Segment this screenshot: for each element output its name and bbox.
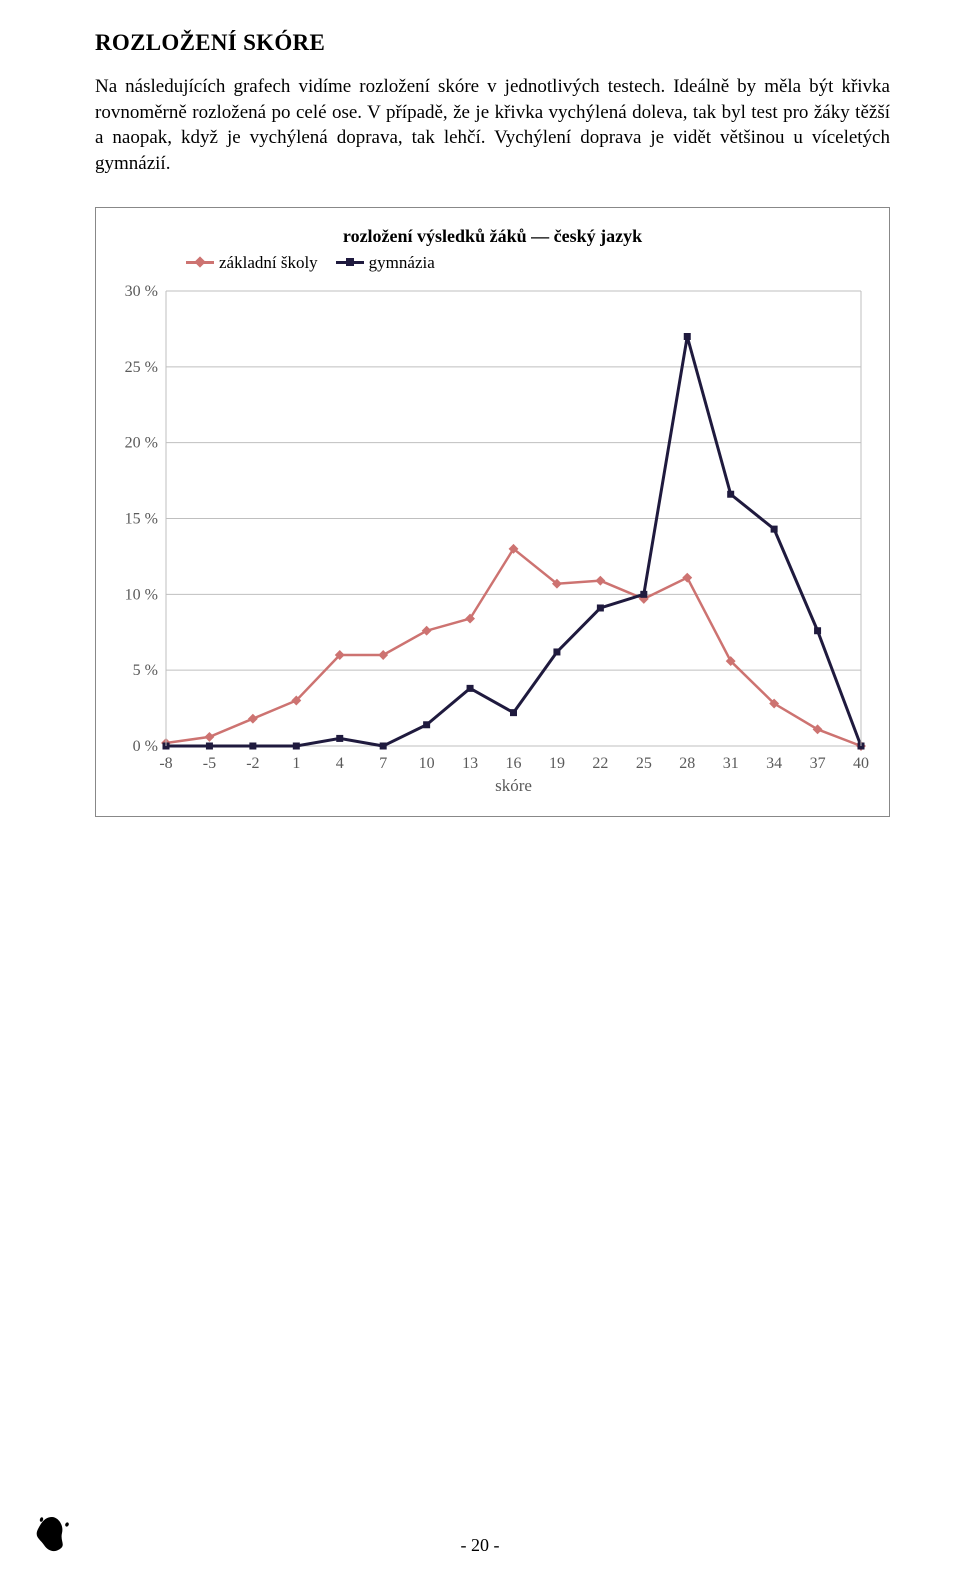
svg-text:5 %: 5 % [133,662,158,679]
legend-swatch-zakladni [186,261,214,264]
svg-text:16: 16 [506,755,522,772]
svg-text:19: 19 [549,755,565,772]
svg-text:-8: -8 [159,755,172,772]
section-heading: ROZLOŽENÍ SKÓRE [95,30,890,56]
svg-text:25: 25 [636,755,652,772]
chart-title: rozložení výsledků žáků — český jazyk [106,226,879,247]
svg-text:10 %: 10 % [125,586,158,603]
svg-text:25 %: 25 % [125,358,158,375]
svg-text:31: 31 [723,755,739,772]
page-number: - 20 - [0,1535,960,1556]
svg-text:28: 28 [679,755,695,772]
page: ROZLOŽENÍ SKÓRE Na následujících grafech… [0,0,960,1576]
svg-text:-2: -2 [246,755,259,772]
svg-text:40: 40 [853,755,869,772]
svg-text:13: 13 [462,755,478,772]
legend-swatch-gymnazia [336,261,364,264]
chart-plot: 0 % 5 % 10 % 15 % 20 % 25 % 30 % -8 -5 -2 1 4 7 10 13 1… [106,281,876,801]
intro-paragraph: Na následujících grafech vidíme rozložen… [95,74,890,177]
svg-text:10: 10 [419,755,435,772]
svg-text:4: 4 [336,755,344,772]
svg-text:skóre: skóre [495,776,532,795]
legend-item-zakladni: základní školy [186,253,318,273]
svg-text:30 %: 30 % [125,283,158,300]
svg-text:37: 37 [810,755,826,772]
chart-container: rozložení výsledků žáků — český jazyk zá… [95,207,890,817]
legend-item-gymnazia: gymnázia [336,253,435,273]
svg-text:22: 22 [592,755,608,772]
svg-text:7: 7 [379,755,387,772]
svg-text:0 %: 0 % [133,738,158,755]
svg-text:34: 34 [766,755,782,772]
svg-text:1: 1 [292,755,300,772]
legend-label-zakladni: základní školy [219,253,318,273]
chart-legend: základní školy gymnázia [186,253,879,273]
svg-text:15 %: 15 % [125,510,158,527]
svg-text:-5: -5 [203,755,216,772]
legend-label-gymnazia: gymnázia [369,253,435,273]
svg-text:20 %: 20 % [125,434,158,451]
